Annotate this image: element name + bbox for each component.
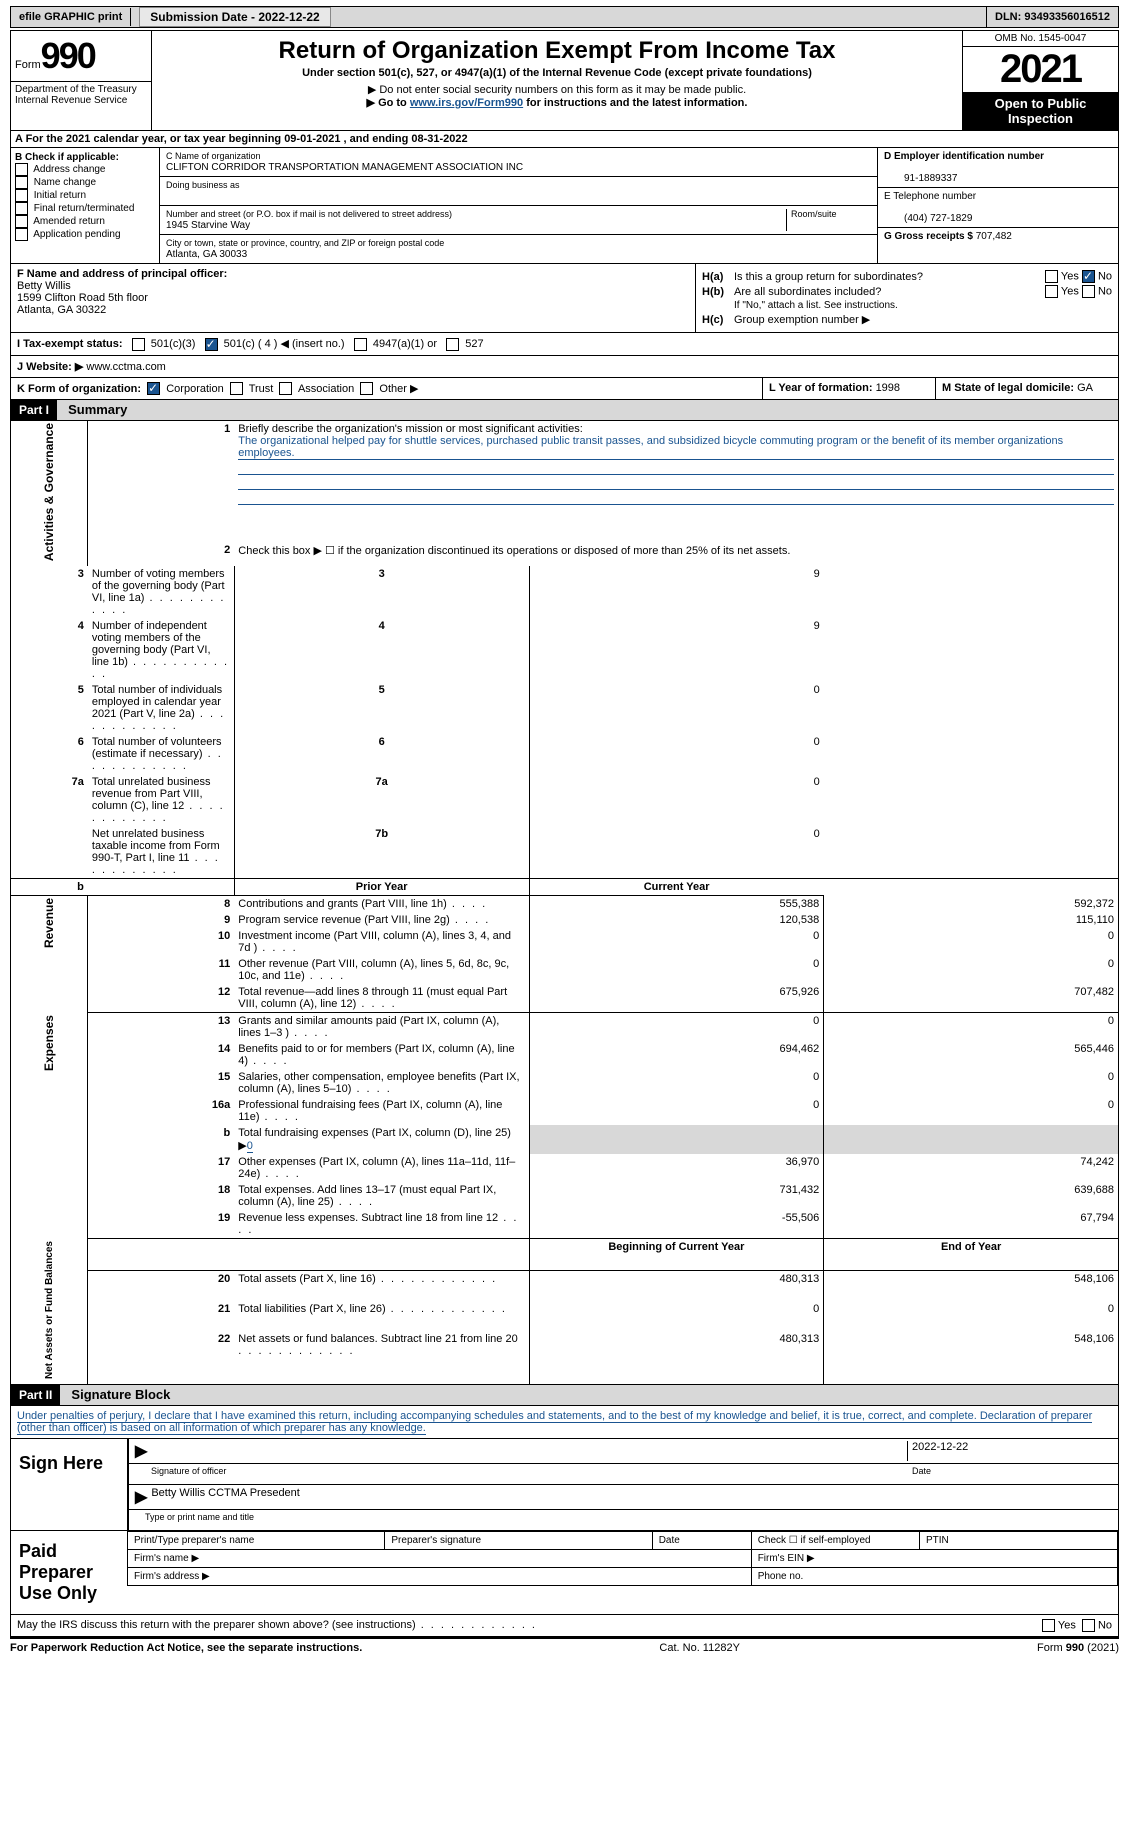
checkbox-item[interactable]: Initial return	[15, 189, 155, 202]
dln-cell: DLN: 93493356016512	[987, 8, 1118, 26]
ein-cell: D Employer identification number 91-1889…	[878, 148, 1118, 188]
form-org-cell: K Form of organization: Corporation Trus…	[11, 378, 762, 400]
row-a-period: A For the 2021 calendar year, or tax yea…	[10, 131, 1119, 148]
efile-label: efile GRAPHIC print	[11, 8, 131, 26]
penalty-text: Under penalties of perjury, I declare th…	[11, 1406, 1118, 1438]
state-domicile: M State of legal domicile: GA	[935, 378, 1118, 400]
irs-link[interactable]: www.irs.gov/Form990	[410, 97, 523, 109]
omb-number: OMB No. 1545-0047	[963, 31, 1118, 47]
form-note1: ▶ Do not enter social security numbers o…	[156, 83, 958, 96]
part1-header: Part I	[11, 400, 57, 420]
checkbox-item[interactable]: Name change	[15, 176, 155, 189]
addr-cell: Number and street (or P.O. box if mail i…	[160, 206, 877, 235]
group-return-cell: H(a)Is this a group return for subordina…	[696, 264, 1118, 332]
checkbox-item[interactable]: Final return/terminated	[15, 202, 155, 215]
department: Department of the Treasury Internal Reve…	[11, 81, 151, 108]
checkbox-item[interactable]: Address change	[15, 163, 155, 176]
website-cell: J Website: ▶ www.cctma.com	[11, 356, 1118, 377]
tax-status-cell: I Tax-exempt status: 501(c)(3) 501(c) ( …	[11, 333, 1118, 355]
form-title: Return of Organization Exempt From Incom…	[156, 37, 958, 65]
submission-cell: Submission Date - 2022-12-22	[131, 7, 987, 27]
part2-header: Part II	[11, 1385, 60, 1405]
checkbox-item[interactable]: Application pending	[15, 228, 155, 241]
submission-button[interactable]: Submission Date - 2022-12-22	[139, 7, 330, 27]
tax-year: 2021	[963, 47, 1118, 92]
page-footer: For Paperwork Reduction Act Notice, see …	[10, 1637, 1119, 1657]
checkbox-item[interactable]: Amended return	[15, 215, 155, 228]
form-subtitle: Under section 501(c), 527, or 4947(a)(1)…	[156, 67, 958, 79]
org-name-cell: C Name of organization CLIFTON CORRIDOR …	[160, 148, 877, 177]
part2-title: Signature Block	[63, 1384, 178, 1405]
open-inspection: Open to Public Inspection	[963, 92, 1118, 130]
form-header: Form990 Department of the Treasury Inter…	[10, 30, 1119, 131]
sign-here: Sign Here	[11, 1439, 127, 1530]
city-cell: City or town, state or province, country…	[160, 235, 877, 263]
phone-cell: E Telephone number (404) 727-1829	[878, 188, 1118, 228]
form-note2: ▶ Go to www.irs.gov/Form990 for instruct…	[156, 96, 958, 109]
form-number: Form990	[11, 31, 151, 81]
dba-cell: Doing business as	[160, 177, 877, 206]
year-formation: L Year of formation: 1998	[762, 378, 935, 400]
part1-title: Summary	[60, 399, 135, 420]
discuss-row: May the IRS discuss this return with the…	[11, 1614, 1118, 1636]
top-bar: efile GRAPHIC print Submission Date - 20…	[10, 6, 1119, 28]
col-b-checkboxes: B Check if applicable: Address change Na…	[11, 148, 160, 263]
summary-table: Activities & Governance 1 Briefly descri…	[10, 421, 1119, 1385]
officer-cell: F Name and address of principal officer:…	[11, 264, 696, 332]
paid-preparer: Paid Preparer Use Only	[11, 1531, 127, 1614]
gross-cell: G Gross receipts $ 707,482	[878, 228, 1118, 245]
